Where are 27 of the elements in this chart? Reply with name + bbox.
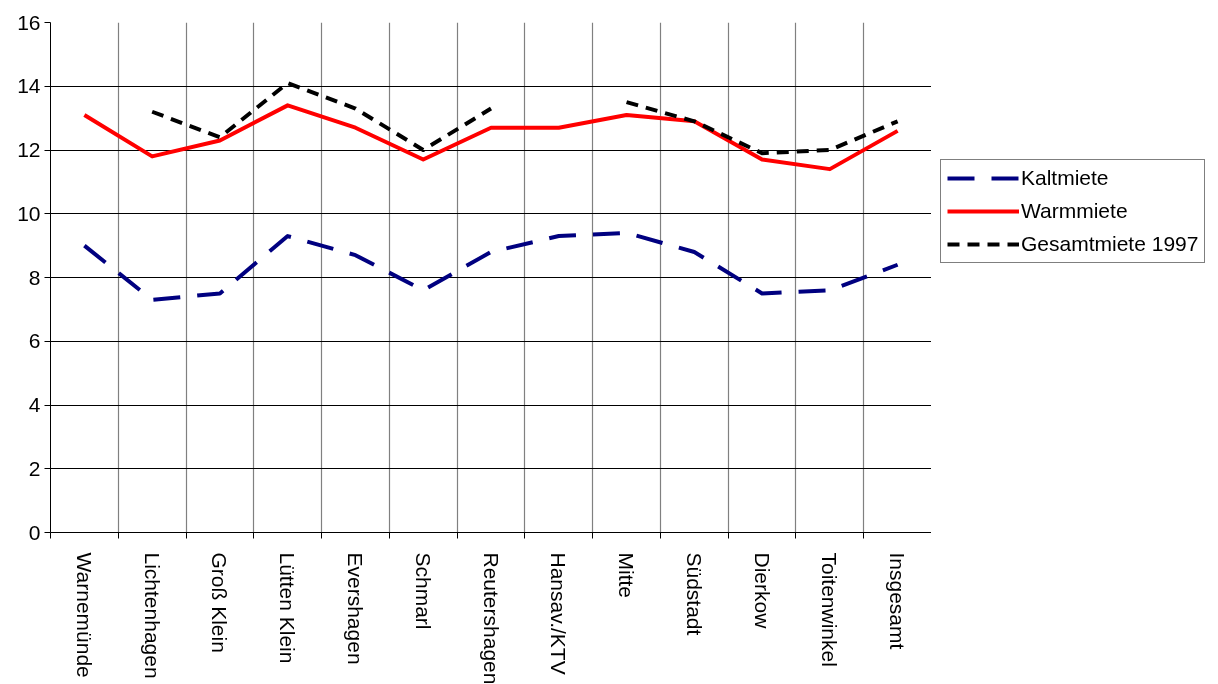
x-tick-label: Groß Klein — [208, 552, 232, 653]
legend-label: Gesamtmiete 1997 — [1021, 231, 1199, 256]
y-tick-label: 0 — [28, 520, 41, 544]
y-tick-label: 6 — [28, 329, 41, 353]
x-tick-label: Toitenwinkel — [818, 552, 842, 667]
x-tick-label: Lütten Klein — [276, 552, 300, 664]
x-tick-label: Schmarl — [411, 552, 435, 630]
x-tick-label: Warnemünde — [72, 552, 96, 678]
y-tick-label: 2 — [28, 456, 41, 480]
line-series — [82, 103, 900, 172]
x-tick-label: Reutershagen — [479, 552, 503, 684]
legend-label: Warmmiete — [1021, 198, 1128, 223]
y-tick-label: 14 — [17, 74, 41, 98]
x-tick-label: Südstadt — [682, 552, 706, 636]
y-tick-label: 16 — [17, 10, 41, 34]
y-tick-label: 8 — [28, 265, 41, 289]
y-tick-label: 10 — [17, 201, 41, 225]
x-tick-label: Mitte — [615, 552, 639, 599]
y-tick-label: 4 — [28, 393, 41, 416]
x-tick-label: Lichtenhagen — [140, 552, 164, 679]
legend-label: Kaltmiete — [1021, 165, 1109, 190]
x-tick-label: Insgesamt — [886, 552, 910, 650]
x-tick-label: Dierkow — [750, 552, 774, 630]
x-tick-label: Hansav./KTV — [547, 552, 571, 675]
y-tick-label: 12 — [17, 138, 41, 161]
line-series — [82, 230, 900, 302]
x-tick-label: Evershagen — [343, 552, 367, 665]
